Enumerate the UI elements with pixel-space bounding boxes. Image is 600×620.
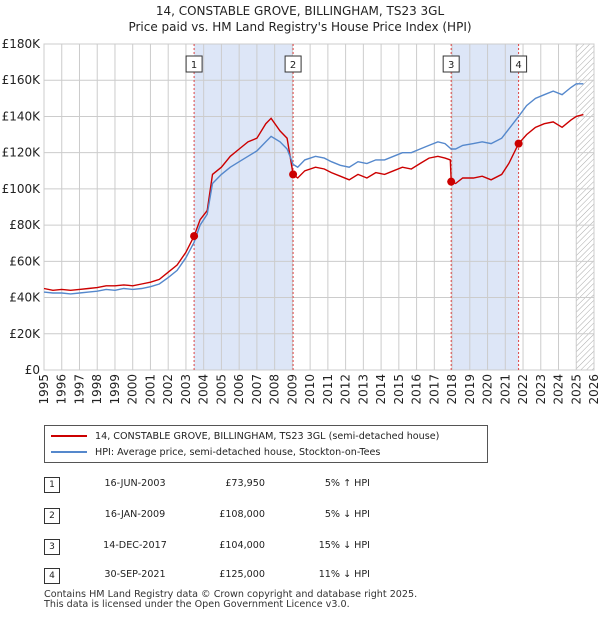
legend-swatch-hpi [51,451,87,453]
sale-point-marker [289,170,298,179]
x-tick-label: 2005 [214,374,228,405]
sale-label-number: 2 [290,60,296,71]
x-tick-label: 1995 [37,374,51,405]
ownership-period-shade [194,44,294,370]
sale-date: 16-JUN-2003 [104,478,166,489]
x-tick-label: 2002 [161,374,175,405]
footer-copyright: Contains HM Land Registry data © Crown c… [44,589,418,600]
sale-label-number: 1 [191,60,197,71]
plot-area-border [43,43,595,371]
x-tick-label: 2022 [516,374,530,405]
chart-legend: 14, CONSTABLE GROVE, BILLINGHAM, TS23 3G… [44,425,488,463]
sale-number-badge: 3 [44,539,60,555]
sale-row: 1 16-JUN-2003 £73,950 5% ↑ HPI [0,475,600,495]
x-tick-label: 2015 [392,374,406,405]
x-tick-label: 2016 [410,374,424,405]
sale-hpi-diff: 5% ↓ HPI [324,509,370,520]
x-tick-label: 2006 [232,374,246,405]
x-tick-label: 2021 [498,374,512,405]
x-tick-label: 2019 [463,374,477,405]
legend-swatch-property [51,435,87,437]
sale-date: 16-JAN-2009 [104,509,166,520]
x-tick-label: 1998 [90,374,104,405]
y-tick-label: £60K [9,254,41,268]
sale-number-badge: 1 [44,477,60,493]
chart-title-address: 14, CONSTABLE GROVE, BILLINGHAM, TS23 3G… [155,4,445,18]
sale-label-box [284,55,302,73]
y-tick-label: £40K [9,291,41,305]
legend-label-hpi: HPI: Average price, semi-detached house,… [95,446,381,458]
chart-title-subtitle: Price paid vs. HM Land Registry's House … [128,20,472,34]
x-tick-label: 1996 [55,374,69,405]
y-tick-label: £140K [2,109,42,123]
x-tick-label: 2009 [285,374,299,405]
y-tick-label: £80K [9,218,41,232]
sale-number-badge: 4 [44,568,60,584]
y-tick-label: £160K [2,73,42,87]
sale-hpi-diff: 15% ↓ HPI [318,540,370,551]
x-tick-label: 2001 [143,374,157,405]
y-tick-label: £20K [9,327,41,341]
sale-number-badge: 2 [44,508,60,524]
x-tick-label: 2004 [197,374,211,405]
series-line-hpi [43,83,584,295]
x-tick-label: 2007 [250,374,264,405]
sale-row: 2 16-JAN-2009 £108,000 5% ↓ HPI [0,506,600,526]
x-tick-label: 2024 [552,374,566,405]
sale-row: 3 14-DEC-2017 £104,000 15% ↓ HPI [0,537,600,557]
ownership-period-shade [451,44,519,370]
sale-hpi-diff: 11% ↓ HPI [318,569,370,580]
sale-date: 30-SEP-2021 [104,569,166,580]
x-tick-label: 2008 [268,374,282,405]
sale-label-box [442,55,460,73]
x-tick-label: 2013 [356,374,370,405]
x-tick-label: 2011 [321,374,335,405]
sale-point-marker [190,232,199,241]
sale-price: £73,950 [225,478,265,489]
x-tick-label: 2010 [303,374,317,405]
sale-label-box [510,55,528,73]
y-tick-label: £0 [25,363,40,377]
x-tick-label: 2017 [427,374,441,405]
x-tick-label: 2026 [587,374,600,405]
legend-item-hpi: HPI: Average price, semi-detached house,… [51,445,380,459]
price-chart: £0 £20K £40K £60K £80K £100K £120K £140K £160K £1… [2,37,600,405]
x-tick-label: 2020 [481,374,495,405]
sale-price: £104,000 [219,540,265,551]
series-line-property [43,113,584,292]
footer-attribution: Contains HM Land Registry data © Crown c… [44,590,417,610]
y-tick-label: £100K [2,182,42,196]
legend-label-property: 14, CONSTABLE GROVE, BILLINGHAM, TS23 3G… [95,430,440,442]
sale-label-number: 3 [448,60,454,71]
sale-price: £125,000 [219,569,265,580]
x-tick-label: 2018 [445,374,459,405]
sale-date: 14-DEC-2017 [103,540,167,551]
x-tick-label: 2003 [179,374,193,405]
x-tick-label: 2023 [534,374,548,405]
sale-point-marker [447,177,456,186]
forecast-hatch [576,44,594,370]
y-tick-label: £120K [2,146,42,160]
sale-label-box [185,55,203,73]
sale-point-marker [514,139,523,148]
footer-licence: This data is licensed under the Open Gov… [44,599,350,610]
legend-item-property: 14, CONSTABLE GROVE, BILLINGHAM, TS23 3G… [51,429,439,443]
x-tick-label: 1997 [72,374,86,405]
x-tick-label: 1999 [108,374,122,405]
sale-label-number: 4 [515,60,521,71]
x-tick-label: 2025 [569,374,583,405]
y-tick-label: £180K [2,37,42,51]
sale-row: 4 30-SEP-2021 £125,000 11% ↓ HPI [0,566,600,586]
x-tick-label: 2014 [374,374,388,405]
sale-hpi-diff: 5% ↑ HPI [324,478,370,489]
sale-price: £108,000 [219,509,265,520]
x-tick-label: 2000 [126,374,140,405]
x-tick-label: 2012 [339,374,353,405]
